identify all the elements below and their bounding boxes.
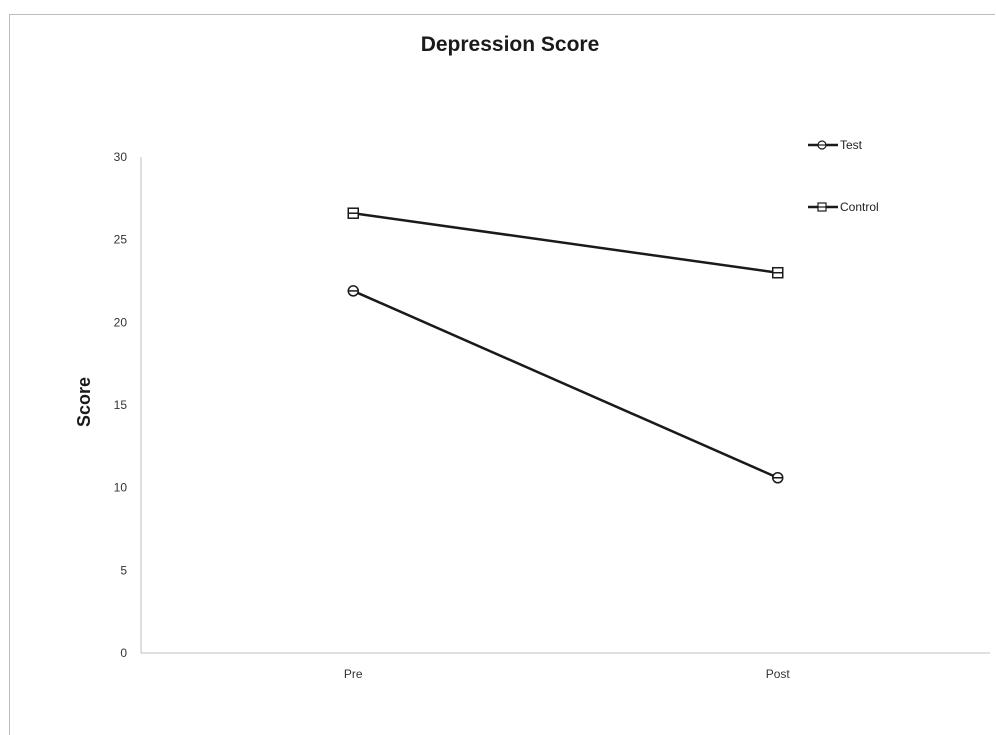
y-tick-label: 5 bbox=[120, 563, 127, 577]
legend-label-test: Test bbox=[840, 138, 863, 152]
y-tick-label: 20 bbox=[114, 315, 128, 329]
series-line-test bbox=[352, 289, 779, 479]
axes: 0 5 10 15 20 25 30 Pre Post bbox=[114, 150, 990, 681]
y-tick-label: 15 bbox=[114, 398, 128, 412]
y-tick-label: 30 bbox=[114, 150, 128, 164]
series-test bbox=[347, 285, 784, 484]
x-tick-label: Post bbox=[766, 667, 791, 681]
chart-title: Depression Score bbox=[421, 33, 600, 56]
y-tick-label: 0 bbox=[120, 646, 127, 660]
y-tick-label: 25 bbox=[114, 233, 128, 247]
y-tick-label: 10 bbox=[114, 481, 128, 495]
y-axis-label: Score bbox=[74, 377, 94, 427]
series-line-control bbox=[353, 211, 778, 274]
legend-label-control: Control bbox=[840, 200, 879, 214]
series-control bbox=[347, 207, 784, 279]
x-tick-label: Pre bbox=[344, 667, 363, 681]
series-layer bbox=[347, 207, 784, 484]
chart-frame bbox=[9, 14, 995, 735]
legend-item-test: Test bbox=[808, 138, 863, 152]
legend-item-control: Control bbox=[808, 200, 879, 214]
legend: Test Control bbox=[808, 138, 879, 214]
